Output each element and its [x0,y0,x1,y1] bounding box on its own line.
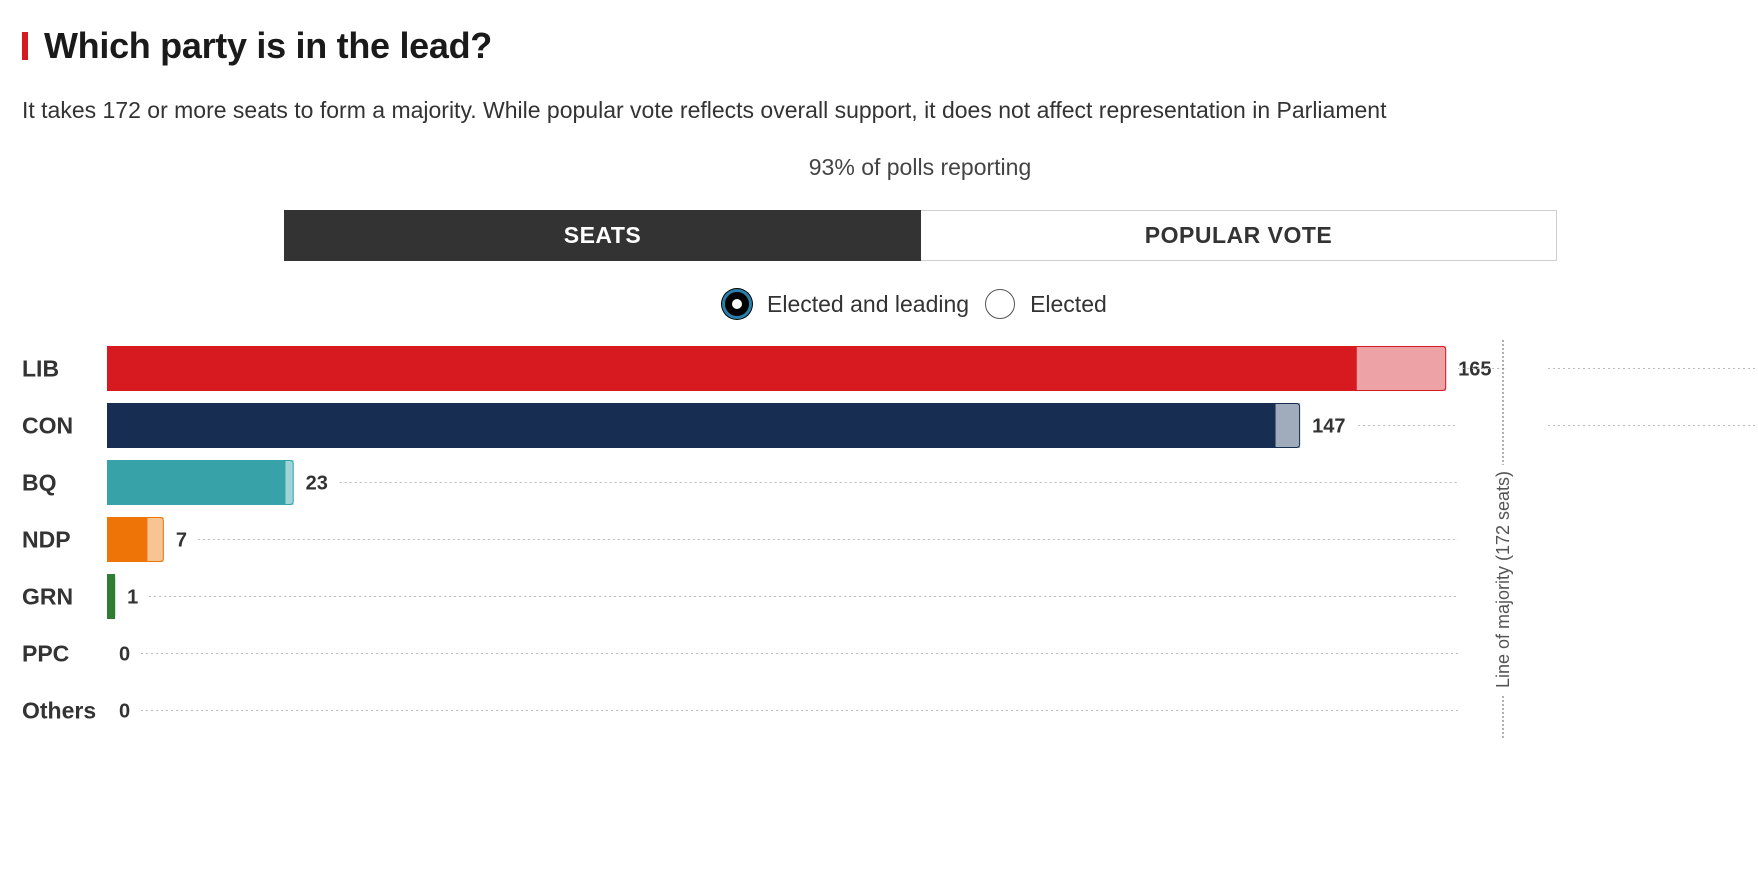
title-accent-bar [22,32,28,60]
radio-elected-and-leading[interactable]: Elected and leading [722,289,969,319]
bar-elected-con [107,403,1276,448]
bar-outline-con [107,403,1301,448]
radio-unselected-icon[interactable] [985,289,1016,319]
tab-seats[interactable]: SEATS [284,210,921,261]
party-label-ndp: NDP [22,527,71,553]
bar-outline-bq [107,460,294,505]
radio-selected-icon[interactable] [722,289,752,319]
value-label-con: 147 [1312,416,1345,438]
party-label-grn: GRN [22,584,73,610]
party-label-lib: LIB [22,356,59,382]
bar-leading-lib [1356,346,1447,391]
radio-elected[interactable]: Elected [985,289,1107,319]
seat-filter-radios: Elected and leading Elected [722,286,1123,322]
value-label-ppc: 0 [119,644,130,666]
radio-label-elected: Elected [1030,290,1107,317]
bar-outline-ndp [107,517,164,562]
chart-title: Which party is in the lead? [44,25,492,66]
view-tabs: SEATS POPULAR VOTE [284,210,1557,261]
title-block: Which party is in the lead? [22,25,492,66]
radio-label-elected-and-leading: Elected and leading [767,290,970,317]
party-label-bq: BQ [22,470,57,496]
seats-bar-chart: LIB 165 CON 147 BQ 23 NDP 7 GRN 1 PPC 0 Others 0 Line … [22,340,1758,739]
party-label-others: Others [22,698,96,724]
bar-outline-grn [107,574,116,619]
value-label-grn: 1 [127,587,138,609]
party-label-ppc: PPC [22,641,69,667]
bar-elected-grn [107,574,116,619]
bar-outline-lib [107,346,1447,391]
value-label-bq: 23 [306,473,328,495]
bar-elected-lib [107,346,1357,391]
bar-leading-ndp [147,517,164,562]
bar-leading-bq [285,460,294,505]
bar-elected-ndp [107,517,148,562]
value-label-others: 0 [119,701,130,723]
bar-elected-bq [107,460,286,505]
chart-subtitle: It takes 172 or more seats to form a maj… [22,97,1387,123]
majority-label-backdrop [1494,464,1514,695]
tab-popular-vote[interactable]: POPULAR VOTE [921,210,1557,261]
party-label-con: CON [22,413,73,439]
polls-reporting: 93% of polls reporting [808,154,1032,180]
bar-leading-con [1275,403,1301,448]
majority-line-label: Line of majority (172 seats) [1493,471,1513,688]
value-label-lib: 165 [1458,359,1491,381]
value-label-ndp: 7 [176,530,187,552]
